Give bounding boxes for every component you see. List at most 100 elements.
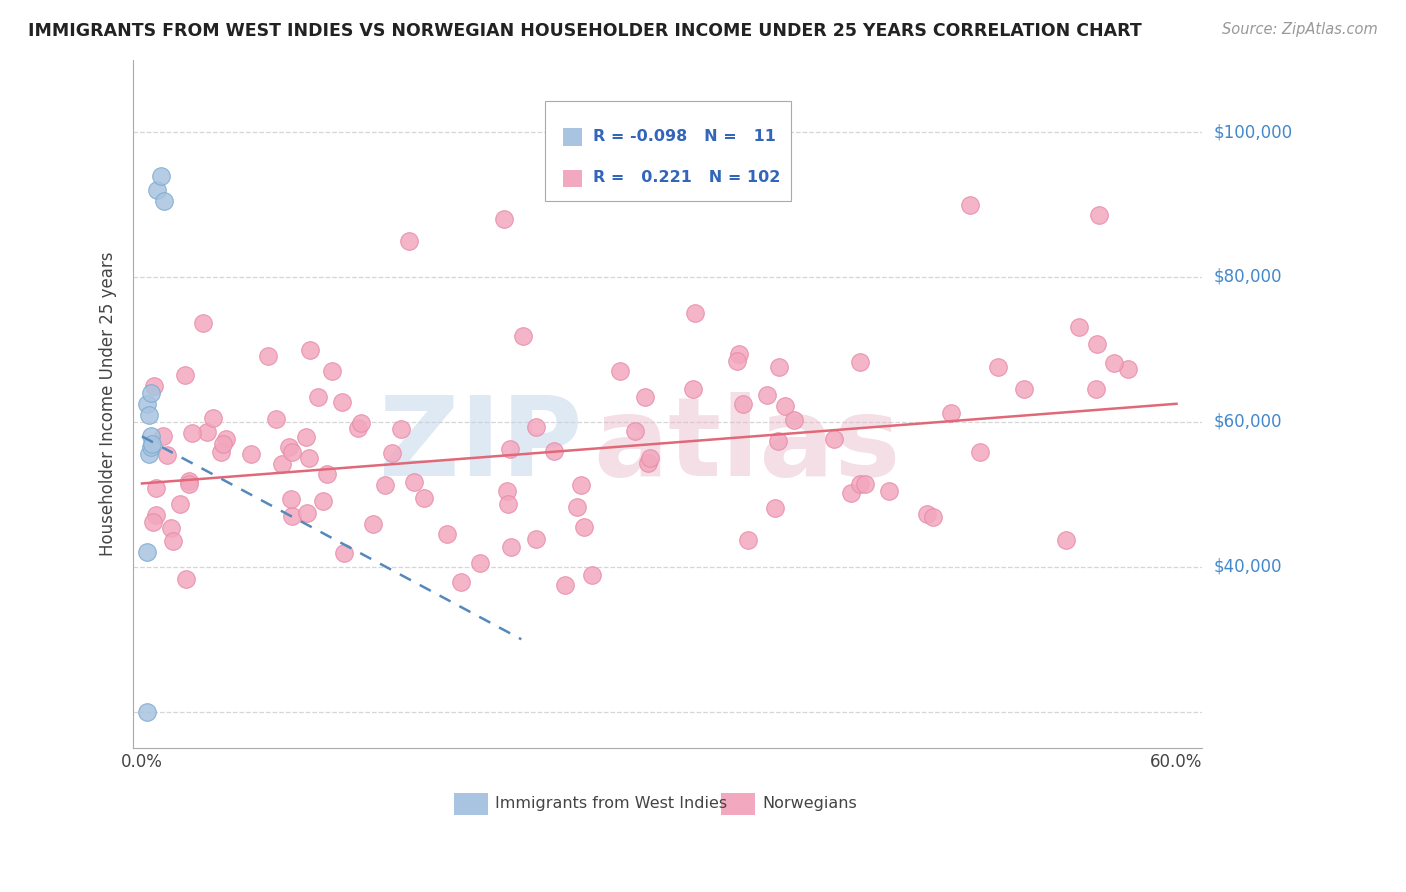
FancyBboxPatch shape — [562, 128, 582, 145]
Point — [524, 420, 547, 434]
Point — [211, 436, 233, 450]
Point — [725, 111, 748, 125]
Text: Immigrants from West Indies: Immigrants from West Indies — [495, 797, 727, 811]
Point — [138, 408, 160, 422]
Point — [725, 354, 748, 368]
Point — [638, 450, 661, 465]
Point — [1088, 208, 1111, 222]
Point — [609, 364, 631, 378]
Point — [404, 475, 426, 489]
Point — [492, 212, 515, 227]
Point — [169, 497, 191, 511]
Point — [139, 429, 162, 443]
Point — [554, 578, 576, 592]
Point — [877, 483, 900, 498]
Point — [1102, 356, 1125, 370]
Point — [413, 491, 436, 506]
Point — [581, 568, 603, 582]
Text: ZIP: ZIP — [380, 392, 582, 499]
Text: $60,000: $60,000 — [1213, 413, 1282, 431]
Point — [1085, 382, 1108, 396]
Point — [139, 385, 162, 400]
Point — [295, 430, 318, 444]
Point — [201, 411, 224, 425]
Point — [543, 443, 565, 458]
Point — [215, 432, 238, 446]
Point — [152, 429, 174, 443]
Point — [156, 448, 179, 462]
Point — [361, 516, 384, 531]
Point — [280, 491, 302, 506]
Point — [350, 416, 373, 430]
Point — [389, 422, 412, 436]
Text: $80,000: $80,000 — [1213, 268, 1282, 286]
Point — [162, 533, 184, 548]
Point — [567, 500, 589, 514]
Point — [839, 485, 862, 500]
Point — [179, 476, 201, 491]
FancyBboxPatch shape — [546, 101, 790, 201]
Point — [257, 349, 280, 363]
Point — [145, 481, 167, 495]
Point — [181, 425, 204, 440]
Point — [1014, 382, 1036, 396]
Point — [278, 440, 301, 454]
Point — [1054, 533, 1077, 547]
Point — [139, 440, 162, 454]
Point — [174, 573, 197, 587]
Point — [637, 456, 659, 470]
Point — [297, 506, 319, 520]
Text: $40,000: $40,000 — [1213, 558, 1282, 576]
Point — [512, 329, 534, 343]
Point — [682, 382, 704, 396]
Point — [773, 399, 796, 413]
Point — [141, 436, 163, 450]
Point — [524, 532, 547, 546]
Text: $100,000: $100,000 — [1213, 123, 1292, 141]
Point — [136, 397, 159, 411]
Point — [823, 432, 845, 446]
Point — [1067, 320, 1090, 334]
Point — [939, 406, 962, 420]
Text: IMMIGRANTS FROM WEST INDIES VS NORWEGIAN HOUSEHOLDER INCOME UNDER 25 YEARS CORRE: IMMIGRANTS FROM WEST INDIES VS NORWEGIAN… — [28, 22, 1142, 40]
Point — [346, 421, 368, 435]
Point — [145, 508, 167, 522]
Point — [915, 507, 938, 521]
Point — [316, 467, 339, 482]
Point — [969, 445, 991, 459]
Point — [193, 316, 215, 330]
Point — [470, 556, 492, 570]
Point — [240, 447, 263, 461]
Y-axis label: Householder Income Under 25 years: Householder Income Under 25 years — [100, 252, 117, 556]
Text: R =   0.221   N = 102: R = 0.221 N = 102 — [593, 170, 780, 186]
Point — [330, 394, 353, 409]
Point — [271, 457, 294, 471]
Point — [332, 546, 354, 560]
Point — [987, 360, 1010, 375]
Point — [381, 446, 404, 460]
Point — [195, 425, 218, 440]
Point — [160, 520, 183, 534]
Point — [138, 448, 160, 462]
Point — [179, 474, 201, 488]
Point — [624, 424, 647, 438]
Point — [149, 169, 172, 183]
Point — [281, 445, 304, 459]
Point — [853, 477, 876, 491]
FancyBboxPatch shape — [562, 169, 582, 187]
Point — [783, 413, 806, 427]
Point — [312, 494, 335, 508]
Point — [281, 509, 304, 524]
Point — [737, 533, 759, 547]
Point — [141, 515, 163, 529]
Point — [728, 347, 751, 361]
Point — [136, 545, 159, 559]
Point — [374, 477, 396, 491]
Point — [450, 575, 472, 590]
Point — [1118, 362, 1140, 376]
Point — [499, 540, 522, 554]
Point — [496, 484, 519, 499]
FancyBboxPatch shape — [721, 793, 755, 814]
Point — [763, 501, 786, 516]
Point — [321, 364, 343, 378]
